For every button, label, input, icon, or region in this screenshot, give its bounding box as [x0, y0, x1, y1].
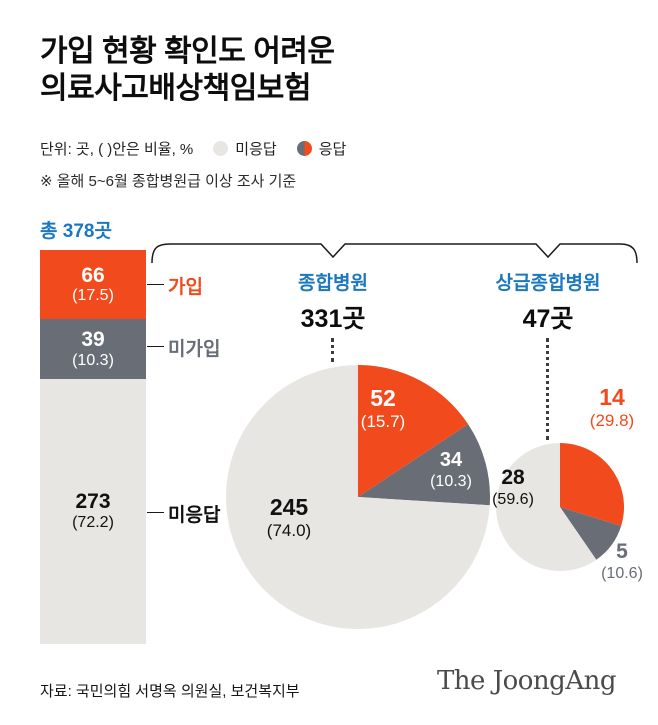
leader-line-no-response	[147, 512, 164, 513]
bar-segment-no-response-value: 273	[75, 490, 111, 514]
pie2-not-joined-value: 5	[616, 540, 628, 563]
bar-label-joined: 가입	[168, 277, 203, 298]
pie-chart-general-hospital	[226, 365, 490, 629]
group-title-general-hospital: 종합병원	[298, 273, 368, 294]
bar-segment-joined: 66 (17.5)	[40, 250, 146, 319]
legend-label-response: 응답	[318, 141, 347, 158]
page-title: 가입 현황 확인도 어려운 의료사고배상책임보험	[40, 34, 335, 107]
bar-segment-no-response-pct: (72.2)	[72, 514, 114, 532]
no-response-dot-icon	[213, 141, 229, 156]
group-header-general-hospital: 종합병원 331곳	[253, 268, 413, 335]
bracket-path	[151, 243, 638, 264]
bar-segment-joined-value: 66	[81, 263, 105, 287]
title-line-2: 의료사고배상책임보험	[40, 71, 311, 105]
bar-segment-not-joined-value: 39	[81, 327, 105, 351]
pie1-joined-pct: (15.7)	[360, 412, 406, 432]
bar-total-label: 총 378곳	[40, 221, 112, 242]
unit-note: 단위: 곳, ( )안은 비율, %	[40, 141, 194, 158]
pie-slice-미가입	[560, 507, 622, 560]
pie1-label-not-joined: 34 (10.3)	[416, 449, 486, 491]
pie2-label-joined: 14 (29.8)	[572, 384, 652, 431]
bar-label-no-response: 미응답	[168, 505, 221, 526]
leader-line-joined	[147, 284, 164, 285]
pie-slice-미응답	[226, 365, 490, 629]
bar-segment-no-response: 273 (72.2)	[40, 378, 146, 644]
dotted-connector-general	[331, 338, 334, 362]
pie1-no-response-pct: (74.0)	[266, 521, 312, 541]
pie1-label-no-response: 245 (74.0)	[244, 494, 334, 541]
meta-row: 단위: 곳, ( )안은 비율, % 미응답 응답	[40, 138, 346, 159]
pie-slice-가입	[358, 365, 469, 497]
group-count-general-hospital: 331곳	[300, 305, 366, 333]
source-note: 자료: 국민의힘 서명옥 의원실, 보건복지부	[40, 683, 300, 700]
survey-note: ※ 올해 5~6월 종합병원급 이상 조사 기준	[40, 173, 297, 190]
legend: 미응답 응답	[213, 138, 346, 159]
group-header-tertiary-hospital: 상급종합병원 47곳	[468, 268, 628, 335]
pie2-joined-value: 14	[599, 384, 625, 410]
pie-slice-미응답	[496, 443, 597, 571]
pie2-not-joined-pct: (10.6)	[601, 564, 643, 582]
pie1-no-response-value: 245	[269, 494, 309, 520]
stacked-bar: 66 (17.5) 39 (10.3) 273 (72.2)	[40, 250, 146, 644]
pie2-label-not-joined: 5 (10.6)	[582, 540, 658, 584]
pie-slice-가입	[560, 443, 624, 527]
legend-item-response: 응답	[296, 138, 347, 159]
response-dot-icon	[296, 141, 312, 156]
bar-segment-joined-pct: (17.5)	[72, 287, 114, 305]
title-line-1: 가입 현황 확인도 어려운	[40, 35, 335, 68]
pie2-no-response-value: 28	[501, 466, 525, 489]
legend-item-no-response: 미응답	[213, 138, 277, 159]
pie2-joined-pct: (29.8)	[589, 411, 635, 431]
group-title-tertiary-hospital: 상급종합병원	[495, 273, 601, 294]
legend-label-no-response: 미응답	[235, 141, 277, 158]
pie-chart-tertiary-hospital	[496, 443, 624, 571]
leader-line-not-joined	[147, 346, 164, 347]
bar-segment-not-joined-pct: (10.3)	[72, 351, 114, 369]
bar-label-not-joined: 미가입	[168, 339, 221, 360]
group-count-tertiary-hospital: 47곳	[522, 305, 574, 333]
dotted-connector-tertiary	[546, 338, 549, 440]
bar-segment-not-joined: 39 (10.3)	[40, 318, 146, 379]
joongang-logo: The JoongAng	[436, 666, 617, 696]
pie1-label-joined: 52 (15.7)	[343, 385, 423, 432]
pie2-no-response-pct: (59.6)	[492, 490, 534, 508]
pie1-joined-value: 52	[370, 385, 396, 411]
pie2-label-no-response: 28 (59.6)	[473, 466, 553, 510]
pie1-not-joined-pct: (10.3)	[430, 472, 472, 490]
pie1-not-joined-value: 34	[439, 449, 463, 471]
pie-slice-미가입	[358, 424, 490, 506]
